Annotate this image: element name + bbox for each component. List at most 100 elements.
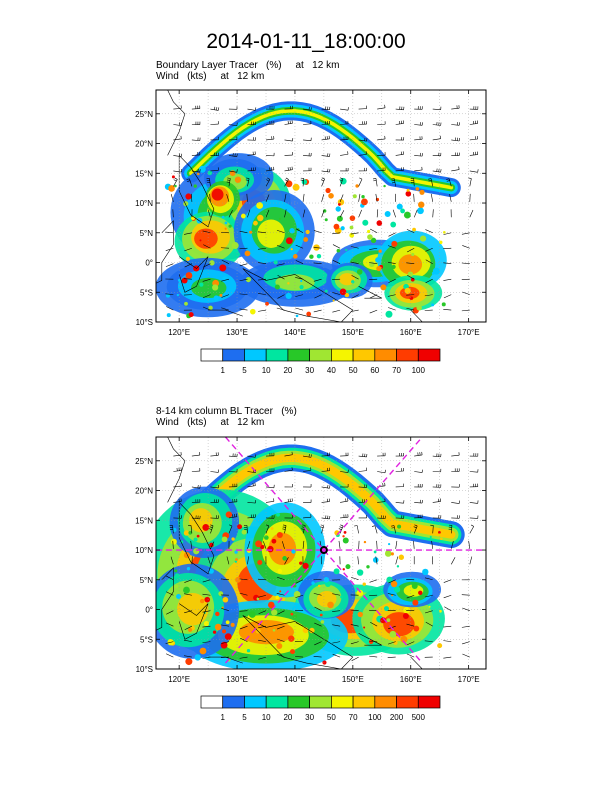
wind-barb (184, 263, 193, 268)
tracer-speck (409, 296, 414, 300)
wind-barb (276, 229, 285, 234)
tracer-speck (273, 260, 278, 265)
tracer-speck (369, 261, 375, 268)
wind-barb (239, 656, 248, 659)
wind-barb (276, 263, 285, 266)
wind-barb (443, 625, 452, 628)
tracer-speck (361, 198, 368, 206)
tracer-speck (181, 277, 188, 284)
wind-barb (424, 610, 433, 614)
tracer-speck (183, 530, 190, 536)
y-tick-label: 5°S (140, 635, 153, 644)
wind-barb (184, 625, 193, 630)
colorbar-swatch (374, 348, 397, 362)
y-tick-label: 5°N (140, 229, 154, 238)
tracer-speck (386, 618, 391, 623)
wind-barb (302, 209, 306, 218)
wind-barb (258, 231, 267, 234)
wind-barb (369, 228, 378, 234)
wind-barb (295, 579, 304, 584)
tracer-speck (300, 279, 303, 283)
y-tick-label: 0° (145, 606, 153, 615)
wind-barb (276, 576, 285, 581)
wind-barb (295, 277, 304, 280)
tracer-speck (343, 530, 347, 534)
wind-barb (165, 293, 174, 295)
tracer-speck (317, 584, 321, 588)
wind-barb (340, 107, 349, 111)
wind-barb (430, 193, 434, 202)
colorbar-label: 30 (305, 713, 314, 722)
tracer-speck (240, 213, 246, 219)
tracer-speck (388, 542, 391, 546)
tracer-speck (437, 643, 443, 649)
wind-barb (387, 593, 396, 596)
wind-barb (391, 178, 396, 187)
tracer-speck (272, 628, 276, 632)
colorbar-label: 5 (242, 366, 247, 375)
colorbar-swatch (200, 348, 224, 362)
wind-barb (357, 556, 359, 565)
tracer-speck (219, 293, 223, 297)
wind-barb (377, 469, 386, 474)
wind-barb (173, 105, 182, 110)
plot-frame (155, 436, 487, 670)
colorbar-label: 30 (305, 366, 314, 375)
tracer-speck (285, 180, 293, 188)
wind-barb (295, 594, 304, 598)
wind-barb (432, 121, 442, 126)
tracer-speck (319, 613, 323, 617)
wind-barb (443, 278, 452, 281)
colorbar-swatch (352, 348, 376, 362)
wind-barb (314, 622, 322, 627)
wind-barb (339, 177, 344, 187)
tracer-speck (235, 576, 241, 583)
tracer-speck (384, 211, 391, 218)
wind-barb (358, 177, 363, 187)
wind-barb (314, 606, 322, 611)
wind-barb (295, 294, 304, 297)
tracer-speck (248, 611, 256, 618)
x-tick-label: 130°E (226, 328, 248, 337)
wind-barb (425, 278, 433, 284)
wind-barb (173, 122, 182, 126)
wind-barb (377, 452, 386, 457)
tracer-speck (338, 203, 341, 206)
wind-barb (469, 469, 479, 473)
wind-barb (191, 468, 201, 472)
wind-barb (446, 178, 452, 187)
wind-barb (276, 244, 285, 249)
wind-barb (210, 515, 219, 519)
tracer-speck (196, 534, 200, 538)
wind-barb (228, 469, 238, 473)
wind-barb (314, 294, 322, 299)
wind-barb (414, 483, 423, 488)
wind-barb (377, 121, 386, 125)
tracer-speck (309, 627, 315, 634)
wind-barb (321, 194, 325, 202)
tracer-speck (356, 589, 364, 597)
tracer-speck (199, 282, 204, 287)
wind-barb (313, 262, 322, 265)
wind-barb (165, 247, 174, 252)
tracer-speck (390, 580, 398, 588)
tracer-speck (199, 647, 207, 655)
tracer-speck (289, 228, 295, 234)
tracer-speck (390, 552, 394, 556)
tracer-speck (274, 284, 280, 290)
wind-barb (388, 245, 396, 249)
page-title: 2014-01-11_18:00:00 (206, 30, 406, 53)
wind-barb (358, 209, 362, 218)
tracer-speck (221, 536, 228, 543)
tracer-speck (196, 172, 200, 176)
tracer-speck (345, 248, 348, 252)
wind-barb (284, 557, 289, 565)
wind-barb (208, 524, 214, 534)
wind-barb (358, 137, 368, 142)
wind-barb (210, 484, 220, 489)
wind-barb (332, 641, 341, 644)
wind-barb (239, 278, 248, 282)
wind-barb (351, 294, 359, 299)
y-tick-label: 10°S (136, 318, 153, 327)
wind-barb (228, 453, 238, 458)
